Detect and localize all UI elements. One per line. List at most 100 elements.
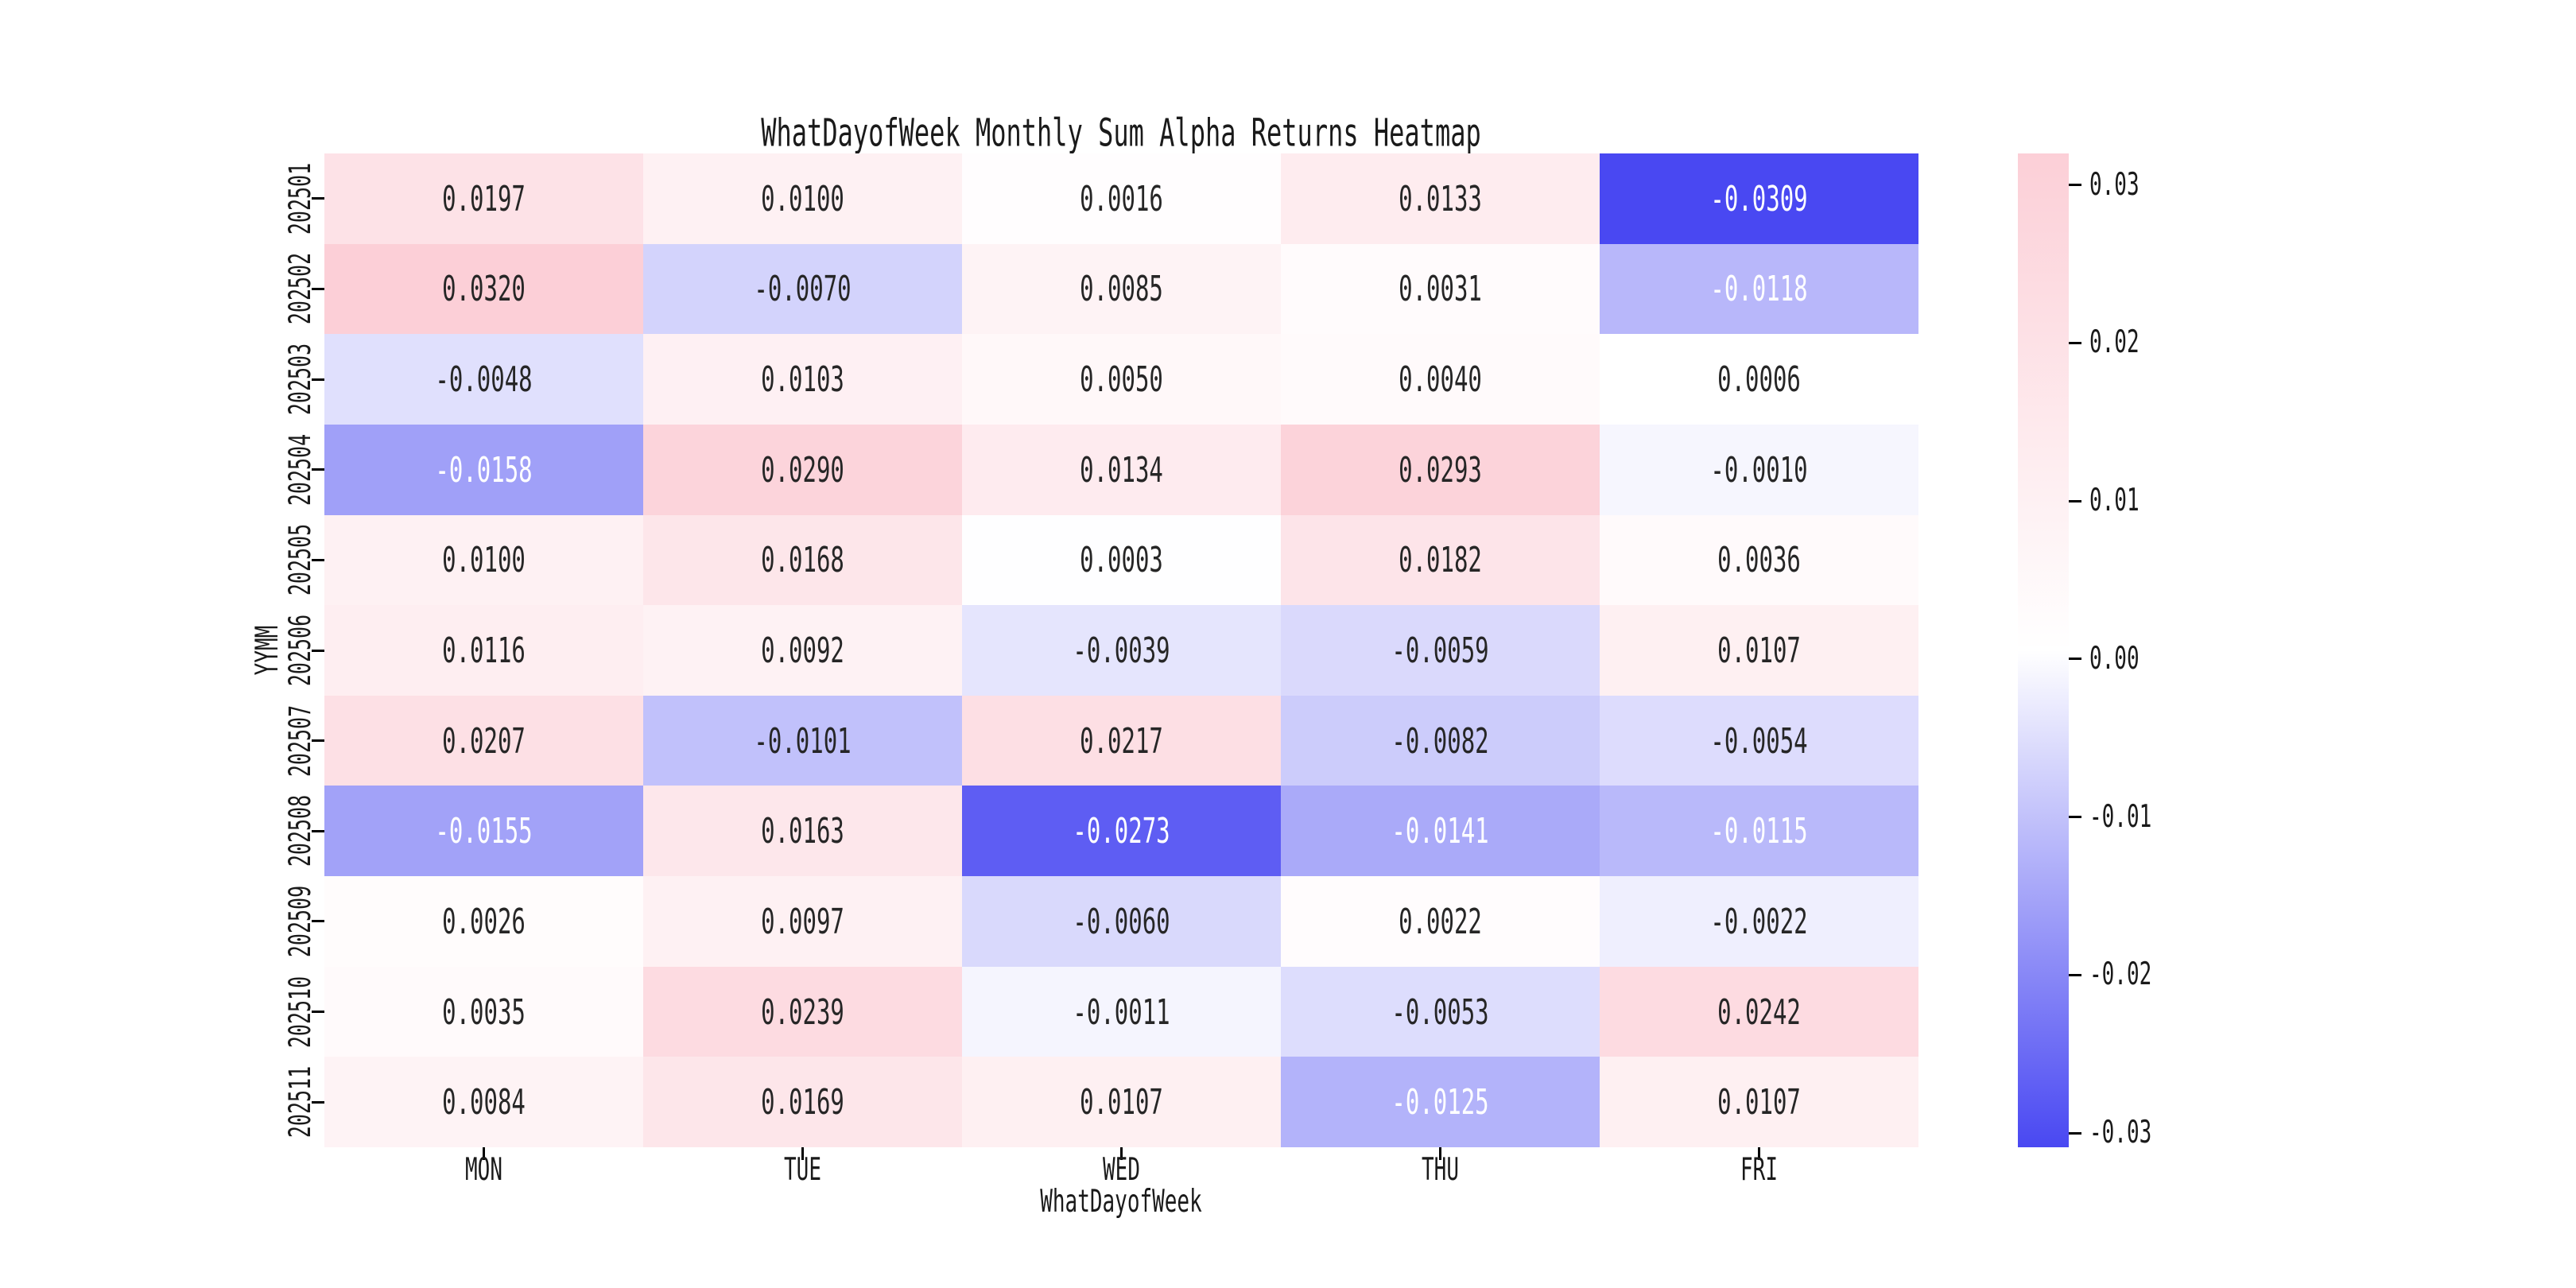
cell-value: 0.0116	[442, 630, 526, 671]
heatmap-cell: 0.0217	[962, 695, 1281, 786]
heatmap-cell: 0.0003	[962, 514, 1281, 606]
cell-value: 0.0169	[761, 1081, 844, 1123]
cell-value: 0.0092	[761, 630, 844, 671]
heatmap-cell: -0.0125	[1281, 1057, 1600, 1147]
x-axis-tick-label: WED	[1103, 1152, 1140, 1189]
cell-value: 0.0100	[761, 178, 844, 219]
heatmap-cell: 0.0207	[324, 695, 643, 786]
x-axis-tick-mark	[483, 1147, 485, 1160]
cell-value: 0.0207	[442, 720, 526, 762]
heatmap-cell: -0.0141	[1281, 786, 1600, 877]
cell-value: 0.0320	[442, 268, 526, 309]
y-axis-tick-mark	[312, 1100, 324, 1104]
y-axis-tick-mark	[312, 468, 324, 471]
cell-value: -0.0155	[435, 810, 533, 852]
cell-value: -0.0053	[1391, 991, 1489, 1033]
y-axis-tick-label: 202504	[282, 433, 317, 506]
heatmap-cell: 0.0035	[324, 966, 643, 1057]
x-axis-tick-mark	[801, 1147, 804, 1160]
heatmap-cell: -0.0054	[1600, 695, 1918, 786]
y-axis-tick-mark	[312, 558, 324, 561]
y-axis-tick-label: 202502	[282, 253, 317, 325]
heatmap-cell: -0.0060	[962, 876, 1281, 967]
cell-value: 0.0107	[1080, 1081, 1163, 1123]
cell-value: 0.0100	[442, 539, 526, 580]
heatmap-cell: 0.0107	[962, 1057, 1281, 1147]
x-axis-tick-label: THU	[1422, 1152, 1459, 1189]
cell-value: -0.0082	[1391, 720, 1489, 762]
heatmap-cell: -0.0309	[1600, 153, 1918, 244]
cell-value: 0.0050	[1080, 359, 1163, 400]
cell-value: -0.0039	[1073, 630, 1170, 671]
cell-value: -0.0022	[1710, 901, 1808, 942]
heatmap-cell: 0.0031	[1281, 243, 1600, 335]
heatmap-cell: 0.0293	[1281, 424, 1600, 515]
cell-value: 0.0016	[1080, 178, 1163, 219]
cell-value: 0.0085	[1080, 268, 1163, 309]
heatmap-cell: 0.0168	[643, 514, 962, 606]
heatmap-cell: -0.0039	[962, 605, 1281, 696]
cell-value: 0.0097	[761, 901, 844, 942]
y-axis-tick-label: 202511	[282, 1066, 317, 1139]
heatmap-cell: 0.0182	[1281, 514, 1600, 606]
cell-value: 0.0197	[442, 178, 526, 219]
cell-value: -0.0060	[1073, 901, 1170, 942]
cell-value: -0.0273	[1073, 810, 1170, 852]
cell-value: 0.0006	[1717, 359, 1801, 400]
cell-value: 0.0182	[1399, 539, 1482, 580]
colorbar-tick-label: 0.00	[2089, 641, 2140, 677]
cell-value: -0.0125	[1391, 1081, 1489, 1123]
heatmap-cell: 0.0197	[324, 153, 643, 244]
heatmap-cell: 0.0026	[324, 876, 643, 967]
colorbar-tick-mark	[2069, 816, 2081, 819]
cell-value: 0.0163	[761, 810, 844, 852]
y-axis-tick-label: 202501	[282, 162, 317, 235]
heatmap-cell: 0.0100	[643, 153, 962, 244]
heatmap-cell: 0.0116	[324, 605, 643, 696]
cell-value: 0.0134	[1080, 449, 1163, 491]
heatmap-cell: 0.0290	[643, 424, 962, 515]
x-axis-tick-label: TUE	[784, 1152, 821, 1189]
heatmap-cell: -0.0155	[324, 786, 643, 877]
heatmap-cell: 0.0239	[643, 966, 962, 1057]
heatmap-cell: 0.0097	[643, 876, 962, 967]
heatmap-cell: 0.0036	[1600, 514, 1918, 606]
cell-value: 0.0003	[1080, 539, 1163, 580]
cell-value: 0.0107	[1717, 630, 1801, 671]
heatmap-cell: -0.0048	[324, 334, 643, 425]
cell-value: 0.0290	[761, 449, 844, 491]
heatmap-cell: -0.0070	[643, 243, 962, 335]
y-axis-tick-label: 202507	[282, 704, 317, 777]
heatmap-cell: 0.0242	[1600, 966, 1918, 1057]
heatmap-cell: 0.0100	[324, 514, 643, 606]
y-axis-tick-mark	[312, 197, 324, 200]
heatmap-cell: -0.0011	[962, 966, 1281, 1057]
heatmap-cell: -0.0115	[1600, 786, 1918, 877]
heatmap-cell: 0.0016	[962, 153, 1281, 244]
heatmap-cell: 0.0006	[1600, 334, 1918, 425]
heatmap-cell: -0.0059	[1281, 605, 1600, 696]
cell-value: 0.0035	[442, 991, 526, 1033]
heatmap-cell: 0.0107	[1600, 1057, 1918, 1147]
colorbar	[2018, 153, 2069, 1147]
heatmap-cell: 0.0103	[643, 334, 962, 425]
colorbar-tick-label: 0.02	[2089, 324, 2140, 361]
heatmap-cell: -0.0010	[1600, 424, 1918, 515]
heatmap-cell: -0.0158	[324, 424, 643, 515]
heatmap-cell: 0.0022	[1281, 876, 1600, 967]
cell-value: -0.0054	[1710, 720, 1808, 762]
cell-value: -0.0059	[1391, 630, 1489, 671]
y-axis-tick-label: 202509	[282, 885, 317, 958]
cell-value: -0.0118	[1710, 268, 1808, 309]
x-axis-tick-label: MON	[465, 1152, 502, 1189]
cell-value: 0.0103	[761, 359, 844, 400]
cell-value: -0.0115	[1710, 810, 1808, 852]
heatmap-cell: -0.0101	[643, 695, 962, 786]
cell-value: 0.0242	[1717, 991, 1801, 1033]
cell-value: -0.0158	[435, 449, 533, 491]
cell-value: 0.0036	[1717, 539, 1801, 580]
x-axis-title: WhatDayofWeek	[1040, 1184, 1202, 1220]
heatmap-cell: 0.0163	[643, 786, 962, 877]
y-axis-tick-label: 202510	[282, 976, 317, 1048]
